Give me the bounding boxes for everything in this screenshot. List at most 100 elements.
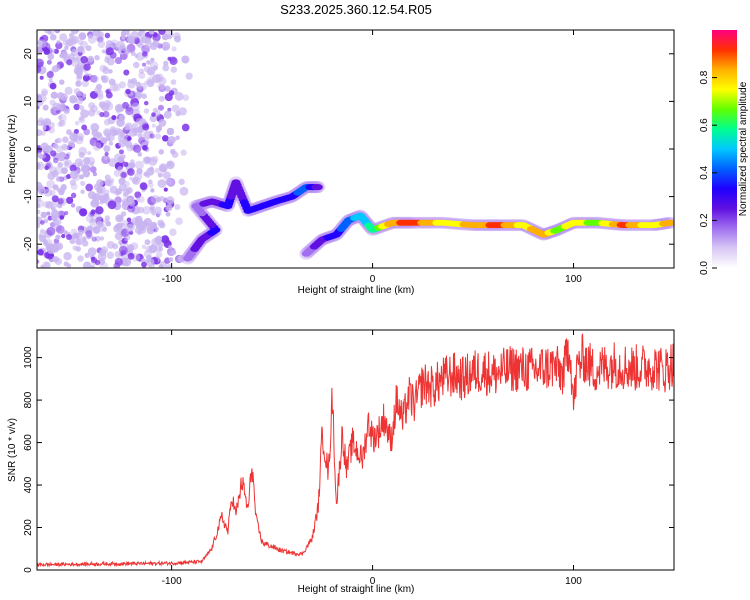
snr-x-tick-label: 100 [565, 576, 582, 587]
noise-speckle [166, 264, 173, 268]
noise-speckle [134, 191, 142, 199]
noise-speckle [133, 144, 142, 153]
noise-speckle [96, 187, 103, 194]
noise-speckle [139, 182, 148, 191]
noise-speckle [109, 51, 117, 59]
noise-speckle [52, 143, 59, 149]
noise-speckle [142, 144, 148, 151]
noise-speckle [123, 161, 129, 167]
noise-speckle [118, 245, 128, 255]
noise-speckle [79, 116, 84, 121]
noise-speckle [70, 192, 77, 199]
noise-speckle [56, 177, 61, 182]
noise-speckle [182, 94, 190, 101]
noise-speckle [58, 115, 63, 120]
noise-speckle [137, 206, 145, 214]
noise-speckle [49, 189, 56, 196]
noise-speckle [167, 135, 176, 144]
noise-speckle [178, 107, 187, 116]
noise-speckle [69, 95, 78, 104]
noise-speckle [106, 251, 115, 259]
noise-speckle [87, 247, 97, 256]
noise-speckle [97, 93, 104, 100]
noise-speckle [168, 244, 173, 250]
noise-speckle [96, 220, 104, 229]
noise-speckle [155, 133, 162, 140]
snr-x-tick-label: 0 [370, 576, 376, 587]
noise-speckle [133, 61, 140, 69]
spectrogram-y-tick-label: 10 [23, 95, 34, 107]
noise-speckle [122, 257, 132, 267]
noise-speckle [155, 196, 162, 203]
trace-point [313, 184, 323, 191]
noise-speckle [75, 96, 84, 105]
noise-speckle [169, 56, 178, 66]
noise-speckle [110, 39, 119, 48]
noise-speckle [85, 230, 93, 238]
noise-speckle [72, 133, 79, 140]
noise-speckle [173, 32, 181, 40]
noise-speckle [104, 151, 109, 157]
noise-speckle [143, 108, 150, 114]
noise-speckle [60, 51, 69, 59]
noise-speckle [64, 45, 69, 51]
noise-speckle [80, 189, 85, 194]
noise-speckle [141, 261, 147, 268]
noise-speckle [85, 183, 94, 192]
noise-speckle [109, 185, 118, 194]
noise-speckle [64, 86, 73, 95]
noise-speckle [143, 100, 149, 106]
noise-speckle [38, 233, 43, 238]
noise-speckle [62, 144, 69, 151]
noise-speckle [137, 42, 145, 49]
noise-speckle [45, 163, 51, 169]
noise-speckle [73, 128, 79, 135]
noise-speckle [99, 236, 105, 241]
noise-speckle [83, 63, 91, 71]
noise-speckle [60, 184, 67, 191]
noise-speckle [167, 56, 172, 61]
colorbar-tick-label: 0.6 [699, 118, 710, 132]
noise-speckle [70, 30, 80, 35]
noise-speckle [163, 187, 168, 192]
noise-speckle [169, 228, 177, 236]
noise-speckle [96, 83, 102, 90]
noise-speckle [66, 129, 72, 135]
noise-speckle [163, 60, 169, 66]
noise-speckle [56, 225, 65, 234]
noise-speckle [118, 81, 126, 89]
noise-speckle [168, 257, 174, 262]
noise-speckle [138, 226, 147, 234]
noise-speckle [44, 30, 51, 34]
noise-speckle [102, 226, 108, 232]
noise-speckle [107, 200, 117, 210]
noise-speckle [100, 137, 107, 144]
noise-speckle [125, 106, 134, 116]
noise-speckle [49, 82, 57, 90]
noise-speckle [40, 142, 49, 152]
noise-speckle [124, 124, 131, 131]
noise-speckle [89, 211, 95, 217]
noise-speckle [66, 174, 72, 179]
noise-speckle [162, 171, 171, 180]
noise-speckle [59, 215, 65, 220]
noise-speckle [166, 160, 175, 170]
spectrogram-x-tick-label: -100 [162, 274, 182, 285]
noise-speckle [104, 218, 110, 225]
noise-speckle [149, 114, 158, 123]
snr-y-tick-label: 800 [23, 391, 34, 408]
noise-speckle [157, 104, 164, 111]
noise-speckle [114, 257, 124, 267]
noise-speckle [137, 85, 142, 90]
noise-speckle [127, 252, 135, 260]
noise-speckle [37, 209, 41, 214]
noise-speckle [37, 46, 41, 52]
noise-speckle [70, 183, 78, 191]
spectrogram-y-tick-label: -20 [23, 237, 34, 252]
noise-speckle [137, 196, 145, 204]
noise-speckle [170, 79, 177, 85]
noise-speckle [48, 77, 53, 82]
spectrogram-heatmap [37, 30, 674, 268]
